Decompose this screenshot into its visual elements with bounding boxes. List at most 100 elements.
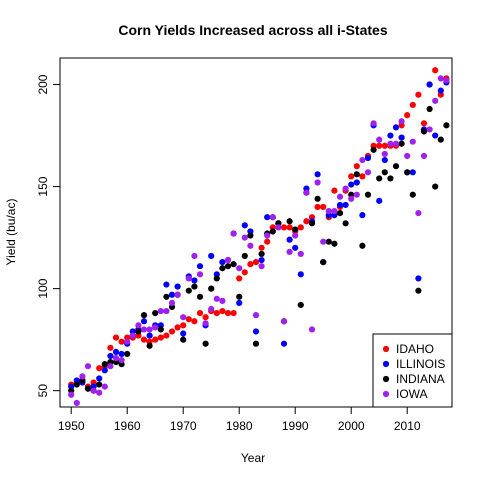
x-tick-label: 1980 [226,419,253,433]
point-indiana [241,252,248,260]
point-iowa [168,299,176,307]
point-iowa [241,234,248,241]
point-iowa [152,324,159,331]
point-idaho [320,203,327,211]
legend-marker-illinois [382,360,390,368]
point-idaho [303,218,310,225]
point-idaho [376,142,383,149]
point-idaho [241,269,248,276]
point-idaho [252,258,260,266]
data-points [68,67,450,407]
point-idaho [415,91,422,98]
point-iowa [387,140,394,147]
point-illinois [252,328,260,335]
point-illinois [180,330,187,337]
point-illinois [174,283,181,290]
legend-marker-iowa [382,390,390,398]
point-indiana [314,195,321,202]
point-indiana [135,328,142,335]
point-illinois [359,212,366,219]
point-illinois [236,299,243,307]
point-idaho [404,112,411,119]
point-indiana [208,285,215,292]
point-iowa [353,191,360,198]
point-idaho [168,328,176,335]
point-idaho [264,238,271,245]
point-illinois [437,87,444,94]
point-idaho [314,203,321,211]
point-iowa [437,75,444,82]
point-idaho [409,101,416,109]
point-iowa [342,185,349,192]
point-iowa [364,169,372,176]
point-indiana [185,287,192,294]
point-indiana [409,191,416,198]
point-iowa [303,189,310,196]
point-idaho [247,261,254,268]
point-iowa [68,391,75,398]
point-iowa [404,152,411,160]
point-idaho [224,310,232,317]
x-tick-label: 1950 [58,419,85,433]
point-illinois [163,281,170,288]
point-illinois [286,236,293,243]
point-indiana [140,312,148,319]
point-indiana [353,171,360,178]
point-iowa [174,291,181,298]
point-indiana [420,128,428,135]
point-idaho [185,316,192,323]
point-illinois [112,348,120,355]
y-tick-label: 150 [36,176,50,196]
point-illinois [118,350,125,358]
point-illinois [381,156,388,164]
point-indiana [404,169,411,176]
point-indiana [342,220,349,227]
point-indiana [236,293,243,300]
point-indiana [252,340,260,347]
point-iowa [325,207,332,215]
point-illinois [398,134,405,141]
point-indiana [163,293,170,300]
point-illinois [348,181,355,188]
legend-marker-idaho [382,345,390,353]
point-illinois [258,256,265,264]
point-iowa [124,338,131,345]
point-indiana [101,361,108,368]
point-iowa [443,77,450,84]
point-idaho [359,173,366,180]
point-iowa [219,297,226,304]
point-illinois [392,124,400,131]
point-idaho [191,318,198,325]
point-illinois [364,154,372,162]
point-indiana [219,265,226,272]
point-iowa [140,326,148,333]
point-indiana [376,175,383,182]
point-illinois [353,179,360,186]
x-axis-label: Year [241,451,265,465]
point-iowa [224,256,232,264]
point-iowa [308,326,316,333]
point-iowa [101,383,108,390]
point-iowa [426,126,433,133]
point-indiana [202,340,209,347]
point-illinois [208,252,215,260]
point-indiana [392,163,400,170]
point-idaho [286,224,293,231]
point-iowa [359,156,366,164]
point-indiana [157,326,164,333]
point-indiana [398,140,405,147]
y-axis-label: Yield (bu/ac) [4,199,18,266]
point-indiana [247,232,254,239]
point-idaho [297,224,304,231]
point-iowa [297,250,304,258]
point-illinois [107,352,114,360]
point-indiana [364,191,372,198]
point-indiana [152,310,159,317]
point-iowa [208,305,215,313]
point-iowa [264,232,271,239]
point-idaho [348,173,355,180]
point-iowa [286,248,293,255]
point-illinois [432,132,439,139]
